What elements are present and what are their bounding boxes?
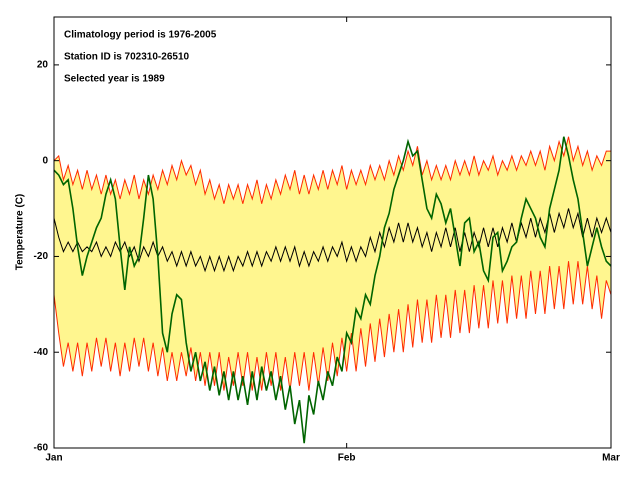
band-fill (54, 136, 611, 391)
y-tick-label: 20 (37, 60, 49, 71)
y-tick-label: -60 (34, 443, 49, 454)
annotation: Station ID is 702310-26510 (64, 52, 190, 63)
y-tick-label: -20 (34, 251, 49, 262)
annotation: Selected year is 1989 (64, 74, 165, 85)
y-axis-label: Temperature (C) (15, 194, 26, 271)
annotation: Climatology period is 1976-2005 (64, 30, 217, 41)
y-tick-label: -40 (34, 347, 49, 358)
x-tick-label: Feb (338, 453, 356, 464)
x-tick-label: Jan (45, 453, 62, 464)
x-tick-label: Mar (602, 453, 620, 464)
plot-frame (53, 16, 612, 449)
series-line (53, 136, 612, 444)
series-line (53, 261, 612, 391)
y-tick-label: 0 (42, 155, 48, 166)
